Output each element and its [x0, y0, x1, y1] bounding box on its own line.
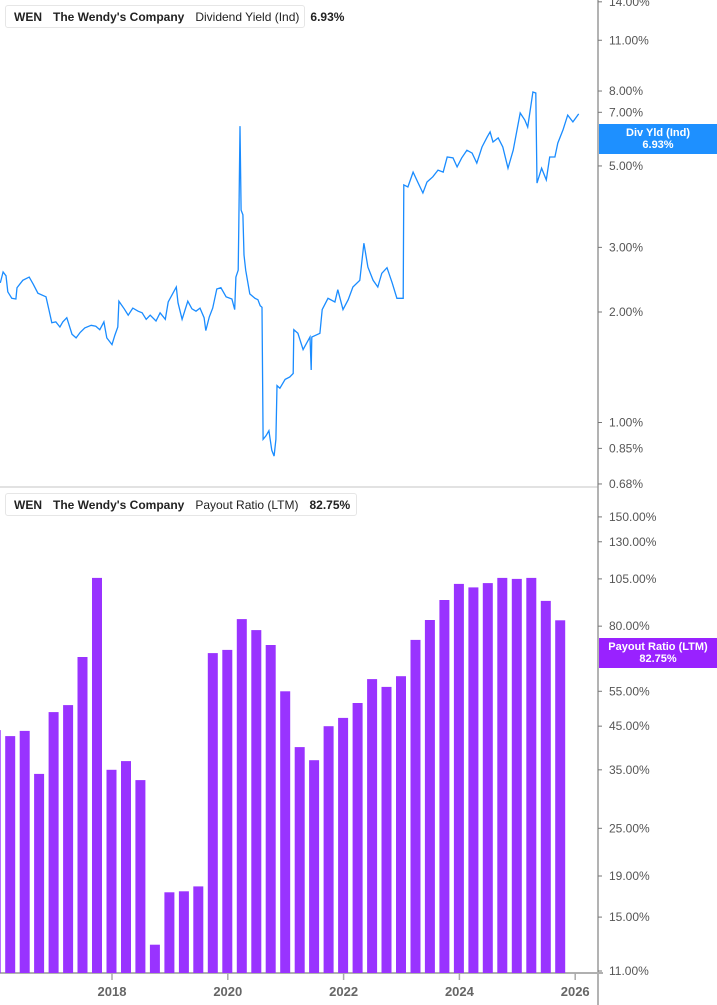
- y-tick-label: 45.00%: [609, 719, 650, 733]
- y-tick-label: 7.00%: [609, 105, 643, 119]
- y-tick-label: 14.00%: [609, 0, 650, 9]
- y-tick-label: 15.00%: [609, 910, 650, 924]
- payout-bar: [48, 712, 59, 973]
- legend-metric: Payout Ratio (LTM): [195, 497, 299, 512]
- x-tick-label: 2026: [561, 984, 590, 999]
- payout-bar: [207, 653, 218, 973]
- payout-bar: [236, 619, 247, 973]
- y-tick-label: 1.00%: [609, 415, 643, 429]
- legend-ticker: WEN: [14, 497, 42, 512]
- current-payout-tag: Payout Ratio (LTM) 82.75%: [599, 638, 717, 668]
- legend-value: 6.93%: [310, 9, 345, 24]
- payout-bar: [77, 657, 88, 973]
- y-tick-label: 11.00%: [609, 964, 649, 978]
- x-tick-label: 2020: [213, 984, 242, 999]
- legend-company: The Wendy's Company: [53, 9, 185, 24]
- tag-label: Payout Ratio (LTM): [608, 641, 708, 653]
- tag-value: 6.93%: [642, 139, 674, 151]
- payout-bar: [19, 730, 30, 973]
- y-tick-label: 19.00%: [609, 869, 650, 883]
- dividend-yield-line: [0, 91, 580, 457]
- y-tick-label: 130.00%: [609, 535, 657, 549]
- y-tick-label: 35.00%: [609, 763, 650, 777]
- payout-bar: [540, 600, 551, 973]
- payout-bar: [555, 620, 566, 973]
- payout-bar: [164, 892, 175, 973]
- payout-bar: [453, 583, 464, 973]
- payout-bar: [121, 761, 131, 973]
- payout-bars: [0, 577, 566, 973]
- payout-bar: [439, 600, 450, 973]
- y-tick-label: 5.00%: [609, 159, 643, 173]
- y-tick-label: 0.68%: [609, 477, 643, 491]
- payout-bar: [309, 760, 320, 973]
- payout-bar: [92, 577, 102, 973]
- payout-bar: [222, 649, 233, 973]
- legend-dividend-yield: WEN The Wendy's Company Dividend Yield (…: [5, 5, 344, 28]
- payout-bar: [178, 891, 189, 973]
- current-yield-tag: Div Yld (Ind) 6.93%: [599, 124, 717, 154]
- payout-bar: [482, 583, 493, 973]
- payout-bar: [497, 577, 508, 973]
- payout-bar: [511, 578, 522, 973]
- payout-bar: [338, 717, 349, 973]
- tag-label: Div Yld (Ind): [626, 127, 690, 139]
- x-tick-label: 2018: [98, 984, 127, 999]
- payout-bar: [63, 705, 74, 973]
- y-tick-label: 55.00%: [609, 684, 650, 698]
- x-tick-label: 2022: [329, 984, 358, 999]
- legend-ticker: WEN: [14, 9, 42, 24]
- y-tick-label: 150.00%: [609, 510, 657, 524]
- payout-bar: [381, 686, 392, 973]
- payout-bar: [526, 577, 537, 973]
- payout-bar: [396, 676, 406, 973]
- y-tick-label: 11.00%: [609, 33, 649, 47]
- payout-bar: [367, 679, 378, 973]
- payout-bar: [280, 691, 291, 973]
- y-axis-bottom-ticks: 150.00% 130.00% 105.00% 80.00% 55.00% 45.00% 3…: [598, 510, 657, 978]
- payout-bar: [468, 587, 479, 973]
- y-axis-top-ticks: 14.00% 11.00% 8.00% 7.00% 5.00% 3.00% 2.00% 1.0…: [598, 0, 650, 491]
- payout-bar: [323, 726, 334, 973]
- x-tick-label: 2024: [445, 984, 475, 999]
- payout-bar: [265, 645, 276, 973]
- legend-metric: Dividend Yield (Ind): [195, 9, 300, 24]
- legend-payout-ratio: WEN The Wendy's Company Payout Ratio (LT…: [5, 493, 357, 516]
- tag-value: 82.75%: [639, 653, 677, 665]
- payout-bar: [410, 639, 421, 973]
- payout-bar: [149, 944, 160, 973]
- payout-bar: [294, 747, 305, 973]
- payout-bar: [251, 630, 262, 973]
- y-tick-label: 105.00%: [609, 572, 657, 586]
- payout-bar: [106, 769, 117, 973]
- payout-bar: [352, 703, 363, 973]
- y-tick-label: 8.00%: [609, 84, 643, 98]
- payout-bar: [424, 620, 435, 973]
- y-tick-label: 3.00%: [609, 240, 643, 254]
- payout-bar: [5, 736, 16, 973]
- y-tick-label: 80.00%: [609, 619, 650, 633]
- payout-bar: [0, 730, 1, 973]
- payout-bar: [193, 886, 204, 973]
- y-tick-label: 0.85%: [609, 441, 643, 455]
- y-tick-label: 25.00%: [609, 821, 650, 835]
- legend-company: The Wendy's Company: [53, 497, 185, 512]
- payout-bar: [34, 773, 45, 973]
- payout-bar: [135, 780, 146, 973]
- legend-value: 82.75%: [309, 497, 351, 512]
- y-tick-label: 2.00%: [609, 305, 643, 319]
- x-axis-ticks: 2018 2020 2022 2024 2026: [98, 973, 590, 999]
